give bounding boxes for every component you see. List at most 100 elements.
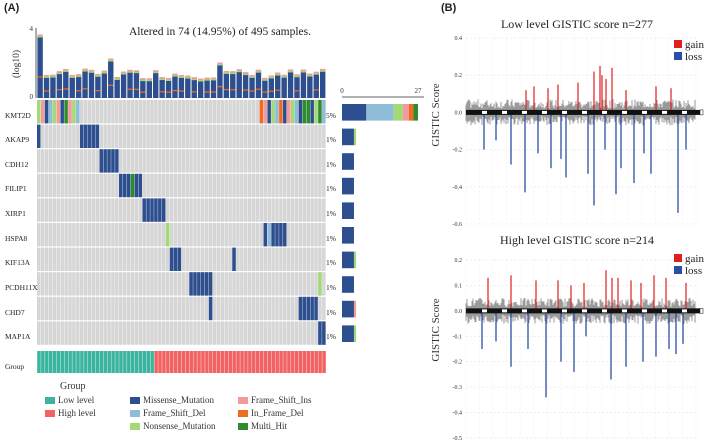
onco-cell-mutation — [173, 247, 178, 271]
tmb-bar — [249, 76, 255, 98]
onco-cell-empty — [60, 198, 64, 222]
tmb-bar-band — [159, 91, 165, 93]
onco-cell-empty — [95, 272, 100, 296]
onco-cell-empty — [298, 247, 303, 271]
onco-cell-empty — [240, 100, 244, 124]
onco-cell-empty — [232, 272, 236, 296]
tmb-bar-cap — [56, 72, 63, 75]
onco-cell-empty — [138, 149, 143, 173]
onco-cell-empty — [115, 272, 119, 296]
onco-cell-empty — [294, 223, 299, 247]
tmb-bar-cap — [204, 79, 210, 81]
onco-cell-empty — [189, 296, 193, 321]
onco-cell-empty — [220, 173, 225, 198]
chromosome-segment — [682, 309, 687, 313]
onco-cell-empty — [87, 100, 92, 124]
onco-cell-empty — [56, 198, 61, 222]
onco-cell-empty — [52, 296, 57, 321]
tmb-bar — [43, 76, 50, 98]
onco-cell-empty — [201, 223, 205, 247]
group-annotation-bar — [36, 351, 327, 373]
onco-cell-empty — [142, 149, 146, 173]
onco-cell-mutation — [107, 149, 111, 173]
onco-cell-empty — [310, 124, 314, 148]
onco-cell-empty — [318, 223, 322, 247]
gistic-high-title: High level GISTIC score n=214 — [500, 233, 654, 247]
gistic-low-ylabel: GISTIC Score — [430, 83, 442, 146]
onco-cell-empty — [161, 296, 166, 321]
onco-cell-empty — [240, 124, 244, 148]
onco-cell-empty — [306, 247, 310, 271]
onco-cell-empty — [306, 198, 310, 222]
onco-cell-empty — [68, 321, 72, 345]
onco-cell-empty — [193, 321, 197, 345]
onco-cell-empty — [193, 223, 197, 247]
gistic-tick-label: 0.1 — [455, 283, 463, 289]
onco-cell-mutation — [310, 296, 314, 321]
onco-cell-empty — [91, 149, 96, 173]
onco-cell-empty — [107, 296, 111, 321]
onco-cell-empty — [99, 198, 103, 222]
tmb-bar-band — [268, 90, 275, 92]
onco-cell-empty — [64, 272, 68, 296]
tmb-bar-cap — [319, 70, 326, 72]
onco-cell-empty — [79, 198, 84, 222]
onco-cell-empty — [91, 321, 96, 345]
onco-cell-empty — [197, 198, 201, 222]
tmb-bar — [281, 76, 287, 98]
onco-cell-empty — [138, 272, 143, 296]
gene-label: CHD7 — [5, 308, 25, 317]
onco-cell-empty — [158, 149, 162, 173]
tmb-bar-cap — [210, 77, 217, 79]
tmb-bar-band — [255, 88, 262, 90]
onco-cell-empty — [181, 223, 186, 247]
onco-cell-empty — [130, 100, 135, 124]
onco-cell-empty — [122, 149, 127, 173]
onco-cell-empty — [294, 272, 299, 296]
onco-cell-empty — [228, 124, 232, 148]
onco-cell-empty — [224, 321, 228, 345]
tmb-bar-cap — [178, 74, 185, 77]
tmb-bar-cap — [223, 72, 230, 74]
onco-cell-empty — [76, 296, 80, 321]
side-bar — [342, 251, 354, 269]
gene-label: FILIP1 — [5, 184, 27, 193]
onco-cell-empty — [115, 124, 119, 148]
onco-cell-empty — [165, 149, 170, 173]
chromosome-end — [699, 109, 704, 116]
onco-cell-empty — [111, 100, 115, 124]
onco-cell-empty — [298, 173, 303, 198]
tmb-bar — [178, 76, 185, 98]
onco-cell-empty — [111, 124, 115, 148]
tmb-bar-band — [204, 91, 210, 93]
onco-cell-empty — [224, 149, 228, 173]
tmb-bar — [185, 77, 191, 98]
gene-label: CDH12 — [5, 160, 29, 169]
side-bar-segment — [353, 251, 357, 269]
onco-cell-empty — [111, 321, 115, 345]
tmb-bar — [319, 70, 326, 98]
onco-cell-empty — [286, 321, 291, 345]
onco-cell-empty — [154, 124, 158, 148]
onco-cell-empty — [322, 198, 326, 222]
onco-cell-mutation — [72, 100, 76, 124]
onco-cell-mutation — [204, 272, 209, 296]
onco-cell-mutation — [306, 296, 310, 321]
onco-cell-empty — [283, 321, 287, 345]
onco-cell-mutation — [138, 173, 143, 198]
tmb-bar-cap — [133, 70, 140, 72]
onco-cell-mutation — [91, 124, 96, 148]
onco-cell-empty — [150, 223, 154, 247]
onco-cell-empty — [91, 198, 96, 222]
onco-cell-empty — [204, 124, 209, 148]
onco-cell-empty — [283, 272, 287, 296]
tmb-bar — [56, 72, 63, 98]
tmb-bar-cap — [313, 73, 319, 75]
onco-cell-empty — [306, 124, 310, 148]
onco-cell-empty — [298, 198, 303, 222]
onco-cell-empty — [60, 124, 64, 148]
onco-cell-empty — [279, 198, 283, 222]
onco-cell-empty — [130, 321, 135, 345]
onco-cell-empty — [259, 124, 264, 148]
onco-cell-empty — [283, 296, 287, 321]
